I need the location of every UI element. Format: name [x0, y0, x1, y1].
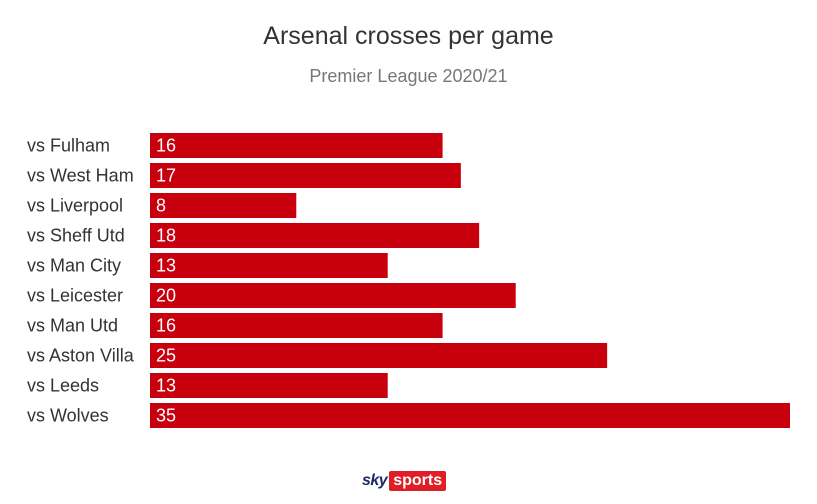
bar-value-label: 20: [156, 286, 176, 306]
bar: [150, 133, 443, 158]
category-label: vs Wolves: [27, 406, 109, 426]
bar: [150, 223, 480, 248]
bar: [150, 253, 388, 278]
bar: [150, 283, 516, 308]
bar: [150, 373, 388, 398]
logo-sky-text: sky: [362, 472, 388, 489]
category-label: vs West Ham: [27, 166, 134, 186]
bar-value-label: 17: [156, 166, 176, 186]
chart-title: Arsenal crosses per game: [263, 22, 554, 50]
category-label: vs Man City: [27, 256, 121, 276]
bar: [150, 163, 461, 188]
category-label: vs Sheff Utd: [27, 226, 125, 246]
bar-value-label: 16: [156, 316, 176, 336]
logo-sports-text: sports: [389, 471, 447, 491]
category-label: vs Leicester: [27, 286, 123, 306]
bar-value-label: 8: [156, 196, 166, 216]
chart-subtitle: Premier League 2020/21: [309, 66, 508, 86]
bar-value-label: 16: [156, 136, 176, 156]
category-label: vs Fulham: [27, 136, 110, 156]
category-label: vs Leeds: [27, 376, 99, 396]
bar: [150, 313, 443, 338]
bar-value-label: 13: [156, 376, 176, 396]
bar: [150, 193, 297, 218]
bar: [150, 403, 790, 428]
bar: [150, 343, 608, 368]
bar-value-label: 13: [156, 256, 176, 276]
category-label: vs Man Utd: [27, 316, 118, 336]
sky-sports-logo: sky sports: [362, 470, 447, 492]
category-label: vs Liverpool: [27, 196, 123, 216]
bar-value-label: 35: [156, 406, 176, 426]
bar-value-label: 25: [156, 346, 176, 366]
bar-value-label: 18: [156, 226, 176, 246]
category-label: vs Aston Villa: [27, 346, 135, 366]
